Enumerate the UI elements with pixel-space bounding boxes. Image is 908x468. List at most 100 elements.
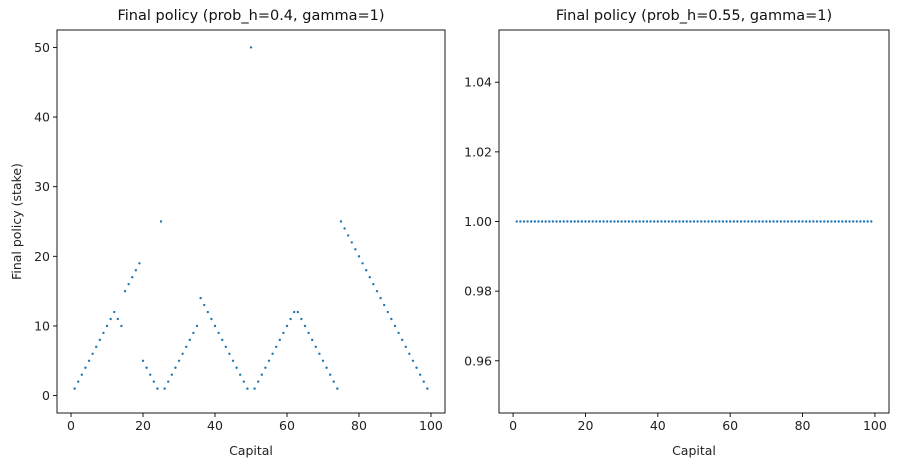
- chart-right-point: [790, 220, 793, 223]
- chart-left-point: [318, 352, 321, 356]
- chart-right-point: [703, 220, 707, 223]
- chart-left-ytick-label: 0: [42, 388, 50, 403]
- chart-left-point: [174, 366, 177, 369]
- chart-left-point: [149, 373, 152, 376]
- chart-left-point: [372, 282, 375, 286]
- chart-left-point: [156, 387, 159, 390]
- chart-right-point: [522, 220, 526, 223]
- chart-right-point: [620, 220, 623, 223]
- chart-left-point: [167, 380, 170, 383]
- chart-left-point: [397, 331, 400, 335]
- chart-right-point: [819, 220, 822, 223]
- chart-left-point: [267, 359, 271, 362]
- chart-left-ytick-label: 40: [34, 110, 50, 125]
- chart-right-point: [750, 220, 754, 223]
- chart-left-point: [87, 359, 91, 362]
- chart-right-point: [710, 220, 714, 223]
- chart-left-point: [282, 331, 285, 335]
- chart-right-point: [656, 220, 660, 223]
- chart-right-point: [851, 220, 855, 223]
- chart-left-point: [239, 373, 242, 376]
- chart-left-point: [206, 310, 210, 314]
- chart-right-xtick-label: 80: [795, 418, 811, 433]
- chart-left-xlabel: Capital: [229, 443, 273, 458]
- chart-right-point: [721, 220, 725, 223]
- chart-right-point: [602, 220, 605, 223]
- chart-right-ytick-label: 1.00: [464, 214, 492, 229]
- chart-right-point: [624, 220, 627, 223]
- chart-right-point: [739, 220, 743, 223]
- chart-right-point: [681, 220, 685, 223]
- chart-left-point: [242, 380, 245, 383]
- chart-left-point: [390, 317, 393, 321]
- chart-left-ytick-label: 10: [34, 318, 50, 333]
- chart-right-point: [862, 220, 866, 223]
- chart-left: Final policy (prob_h=0.4, gamma=1) 0 20 40…: [9, 8, 446, 458]
- chart-left-point: [271, 352, 274, 356]
- chart-left-point: [379, 296, 382, 300]
- chart-left-point: [361, 262, 364, 265]
- chart-left-point: [300, 317, 303, 321]
- chart-right-point: [866, 220, 869, 223]
- chart-left-point: [170, 373, 174, 376]
- chart-left-point: [357, 255, 361, 258]
- chart-right-point: [692, 220, 696, 223]
- chart-left-point: [77, 380, 80, 383]
- chart-right-point: [634, 220, 638, 223]
- chart-right-ytick-label: 0.98: [464, 284, 492, 299]
- chart-right-point: [783, 220, 786, 223]
- chart-right-point: [823, 220, 826, 223]
- chart-right-point: [718, 220, 721, 223]
- chart-right-marks: [515, 220, 873, 223]
- chart-right-xlabel: Capital: [672, 443, 716, 458]
- chart-left-point: [339, 220, 343, 223]
- chart-left-point: [91, 352, 94, 356]
- chart-right-ytick-label: 1.02: [464, 144, 492, 159]
- chart-left-point: [145, 366, 148, 369]
- chart-right-point: [591, 220, 594, 223]
- chart-left-point: [249, 46, 253, 49]
- chart-right-point: [609, 220, 612, 223]
- chart-right-point: [627, 220, 631, 223]
- chart-left-point: [343, 227, 346, 230]
- chart-right-axes: 0 20 40 60 80 100 0.96 0.98 1.00 1.02 1.04: [464, 75, 887, 433]
- chart-right-point: [689, 220, 692, 223]
- chart-left-point: [123, 289, 127, 293]
- chart-right-point: [526, 220, 529, 223]
- chart-right-point: [645, 220, 649, 223]
- chart-right-point: [841, 220, 844, 223]
- chart-right-point: [765, 220, 768, 223]
- chart-left-point: [231, 359, 235, 362]
- chart-left-point: [368, 276, 371, 279]
- chart-right-point: [786, 220, 790, 223]
- chart-right: Final policy (prob_h=0.55, gamma=1) 0 20 4…: [464, 8, 890, 458]
- chart-right-point: [573, 220, 576, 223]
- chart-right-point: [725, 220, 728, 223]
- chart-left-point: [113, 310, 116, 314]
- chart-left-point: [292, 310, 296, 314]
- chart-left-point: [310, 338, 314, 342]
- chart-right-point: [548, 220, 551, 223]
- chart-right-point: [631, 220, 634, 223]
- chart-left-point: [221, 338, 224, 342]
- chart-left-point: [185, 345, 188, 349]
- chart-right-point: [754, 220, 757, 223]
- chart-left-ytick-label: 30: [34, 179, 50, 194]
- chart-left-point: [307, 331, 310, 335]
- chart-left-point: [163, 387, 166, 390]
- chart-right-point: [848, 220, 851, 223]
- chart-left-point: [346, 234, 350, 237]
- chart-left-point: [418, 373, 422, 376]
- chart-left-point: [188, 338, 192, 342]
- chart-right-point: [757, 220, 761, 223]
- chart-left-point: [264, 366, 267, 369]
- chart-left-point: [260, 373, 263, 376]
- chart-right-point: [598, 220, 602, 223]
- chart-right-point: [613, 220, 616, 223]
- chart-left-point: [274, 345, 278, 349]
- chart-left-point: [364, 269, 368, 272]
- chart-left-point: [382, 303, 386, 307]
- chart-left-point: [332, 380, 335, 383]
- chart-right-title: Final policy (prob_h=0.55, gamma=1): [556, 8, 832, 24]
